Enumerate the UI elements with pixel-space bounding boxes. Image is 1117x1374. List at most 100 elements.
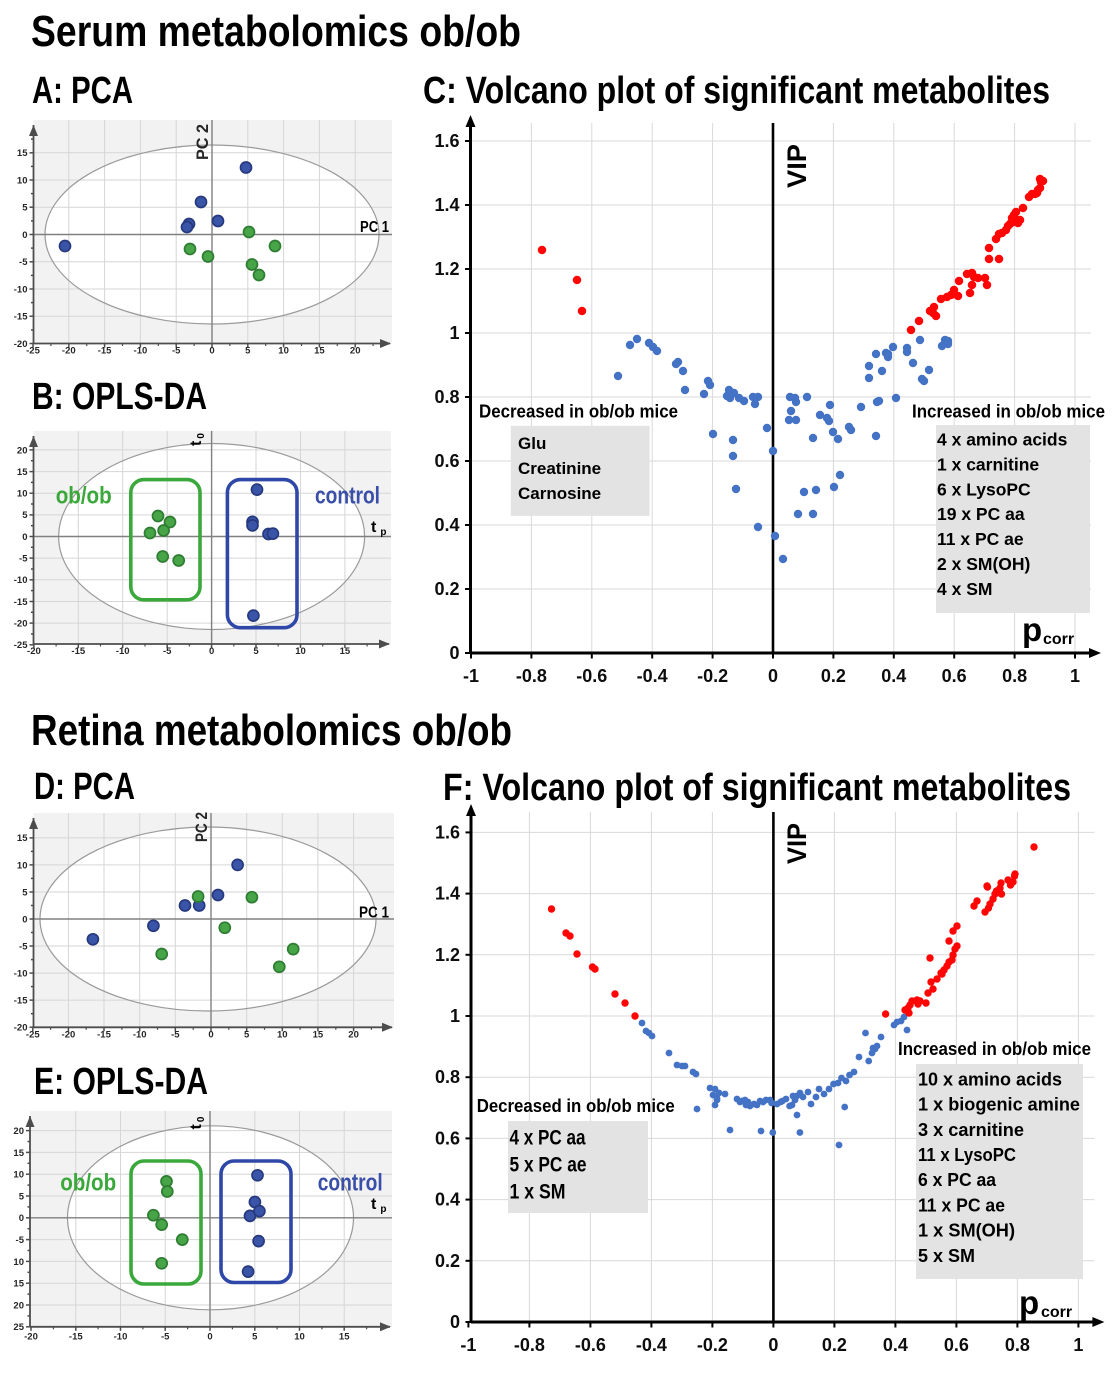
svg-text:Decreased in ob/ob mice: Decreased in ob/ob mice <box>477 1096 675 1116</box>
svg-text:Decreased in ob/ob mice: Decreased in ob/ob mice <box>479 402 678 422</box>
svg-text:-5: -5 <box>19 941 28 952</box>
svg-text:-10: -10 <box>14 575 28 586</box>
svg-text:11 x LysoPC: 11 x LysoPC <box>918 1145 1016 1165</box>
svg-text:1.2: 1.2 <box>435 945 460 965</box>
svg-text:1: 1 <box>450 1006 460 1026</box>
svg-text:10: 10 <box>278 346 289 357</box>
svg-text:0.4: 0.4 <box>435 1190 460 1210</box>
svg-text:-10: -10 <box>116 646 130 657</box>
svg-text:0: 0 <box>209 346 214 357</box>
svg-text:10: 10 <box>17 489 28 500</box>
svg-text:-15: -15 <box>14 597 28 608</box>
svg-text:11 x PC ae: 11 x PC ae <box>937 529 1024 549</box>
svg-text:-1: -1 <box>463 666 479 686</box>
svg-text:-15: -15 <box>98 346 112 357</box>
svg-text:0: 0 <box>768 666 778 686</box>
svg-text:1 x SM(OH): 1 x SM(OH) <box>918 1221 1015 1241</box>
svg-text:-15: -15 <box>97 1030 111 1041</box>
svg-text:-20: -20 <box>14 339 28 350</box>
svg-text:15: 15 <box>17 833 28 844</box>
svg-text:5: 5 <box>22 510 28 521</box>
svg-text:-20: -20 <box>27 646 41 657</box>
svg-text:2 x SM(OH): 2 x SM(OH) <box>937 554 1030 574</box>
svg-text:-1: -1 <box>460 1335 476 1355</box>
svg-text:C: Volcano plot of significant: C: Volcano plot of significant metabolit… <box>423 70 1050 112</box>
svg-text:1.4: 1.4 <box>434 195 459 215</box>
svg-text:-20: -20 <box>62 346 76 357</box>
svg-text:0: 0 <box>209 646 214 657</box>
svg-text:0: 0 <box>207 1332 212 1343</box>
svg-text:1 x SM: 1 x SM <box>510 1180 566 1203</box>
svg-text:5: 5 <box>22 203 28 214</box>
svg-text:0.6: 0.6 <box>435 1128 460 1148</box>
svg-text:5: 5 <box>245 346 251 357</box>
svg-text:6 x LysoPC: 6 x LysoPC <box>937 479 1031 499</box>
svg-text:20: 20 <box>13 1300 24 1311</box>
svg-text:0.6: 0.6 <box>942 666 967 686</box>
svg-text:5: 5 <box>19 1191 25 1202</box>
svg-text:0: 0 <box>208 1030 213 1041</box>
svg-text:Carnosine: Carnosine <box>518 484 601 503</box>
svg-text:-5: -5 <box>171 1030 180 1041</box>
svg-text:4 x SM: 4 x SM <box>937 579 992 599</box>
svg-text:-15: -15 <box>71 646 85 657</box>
svg-text:-10: -10 <box>134 346 148 357</box>
svg-text:5: 5 <box>22 887 28 898</box>
svg-text:-20: -20 <box>14 619 28 630</box>
svg-text:-10: -10 <box>114 1332 128 1343</box>
svg-text:10: 10 <box>17 860 28 871</box>
svg-text:0: 0 <box>449 643 459 663</box>
svg-text:-20: -20 <box>62 1030 76 1041</box>
svg-text:1 x biogenic amine: 1 x biogenic amine <box>918 1095 1080 1115</box>
svg-text:0.2: 0.2 <box>435 1251 460 1271</box>
svg-text:1.2: 1.2 <box>434 259 459 279</box>
svg-text:E: OPLS-DA: E: OPLS-DA <box>34 1061 208 1103</box>
svg-text:20: 20 <box>13 1126 24 1137</box>
svg-text:0: 0 <box>22 914 27 925</box>
svg-text:1.6: 1.6 <box>435 822 460 842</box>
svg-text:-0.8: -0.8 <box>516 666 547 686</box>
svg-text:B: OPLS-DA: B: OPLS-DA <box>32 376 207 418</box>
svg-text:-15: -15 <box>14 996 28 1007</box>
svg-text:-25: -25 <box>14 640 28 651</box>
svg-text:-25: -25 <box>26 346 40 357</box>
svg-text:0.8: 0.8 <box>1002 666 1027 686</box>
svg-text:A: PCA: A: PCA <box>32 70 133 112</box>
svg-text:1: 1 <box>1070 666 1080 686</box>
svg-text:10: 10 <box>277 1030 288 1041</box>
svg-text:Serum metabolomics ob/ob: Serum metabolomics ob/ob <box>31 7 521 56</box>
svg-text:15: 15 <box>339 1332 350 1343</box>
svg-text:F: Volcano plot of significant: F: Volcano plot of significant metabolit… <box>443 767 1071 809</box>
svg-text:VIP: VIP <box>782 144 812 188</box>
svg-text:1.6: 1.6 <box>434 131 459 151</box>
svg-text:-5: -5 <box>172 346 181 357</box>
svg-text:5 x SM: 5 x SM <box>918 1246 975 1266</box>
svg-text:20: 20 <box>17 445 28 456</box>
svg-text:Increased in ob/ob mice: Increased in ob/ob mice <box>898 1039 1091 1059</box>
svg-text:Glu: Glu <box>518 434 546 453</box>
svg-text:PC 2: PC 2 <box>192 812 211 842</box>
svg-text:-0.2: -0.2 <box>697 1335 728 1355</box>
svg-text:PC 1: PC 1 <box>360 219 389 236</box>
svg-text:-15: -15 <box>69 1332 83 1343</box>
svg-text:corr: corr <box>1041 1304 1072 1321</box>
svg-text:15: 15 <box>13 1279 24 1290</box>
svg-text:-20: -20 <box>14 1023 28 1034</box>
svg-text:10: 10 <box>17 175 28 186</box>
svg-text:p: p <box>1022 611 1042 648</box>
svg-text:15: 15 <box>340 646 351 657</box>
svg-text:10: 10 <box>295 646 306 657</box>
svg-text:-10: -10 <box>133 1030 147 1041</box>
svg-text:19 x PC aa: 19 x PC aa <box>937 504 1025 524</box>
svg-text:1: 1 <box>449 323 459 343</box>
svg-text:11 x PC ae: 11 x PC ae <box>918 1195 1005 1215</box>
svg-text:control: control <box>315 483 380 510</box>
svg-text:0: 0 <box>22 532 27 543</box>
svg-text:5: 5 <box>252 1332 258 1343</box>
svg-text:15: 15 <box>17 467 28 478</box>
svg-text:5: 5 <box>253 646 259 657</box>
svg-text:0: 0 <box>768 1335 778 1355</box>
svg-text:D: PCA: D: PCA <box>34 766 135 808</box>
svg-text:-25: -25 <box>26 1030 40 1041</box>
svg-text:-5: -5 <box>161 1332 170 1343</box>
